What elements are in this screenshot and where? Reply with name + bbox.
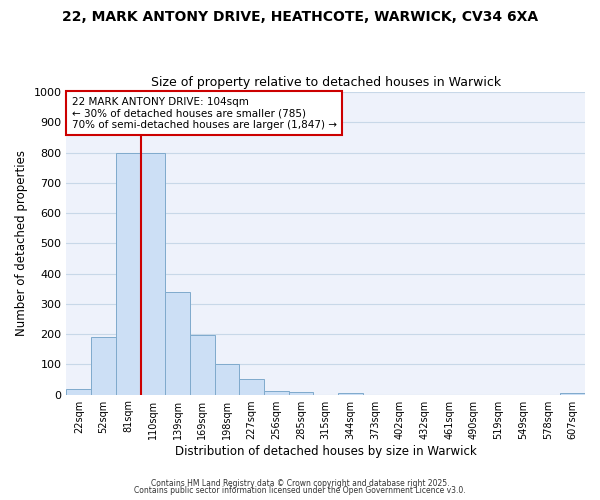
Y-axis label: Number of detached properties: Number of detached properties: [15, 150, 28, 336]
Text: 22 MARK ANTONY DRIVE: 104sqm
← 30% of detached houses are smaller (785)
70% of s: 22 MARK ANTONY DRIVE: 104sqm ← 30% of de…: [71, 96, 337, 130]
Bar: [215, 364, 239, 394]
Bar: [140, 152, 165, 394]
Title: Size of property relative to detached houses in Warwick: Size of property relative to detached ho…: [151, 76, 501, 90]
Bar: [560, 393, 585, 394]
Bar: [91, 337, 116, 394]
Text: Contains public sector information licensed under the Open Government Licence v3: Contains public sector information licen…: [134, 486, 466, 495]
Bar: [239, 380, 264, 394]
Bar: [264, 390, 289, 394]
Text: Contains HM Land Registry data © Crown copyright and database right 2025.: Contains HM Land Registry data © Crown c…: [151, 478, 449, 488]
Bar: [190, 335, 215, 394]
Text: 22, MARK ANTONY DRIVE, HEATHCOTE, WARWICK, CV34 6XA: 22, MARK ANTONY DRIVE, HEATHCOTE, WARWIC…: [62, 10, 538, 24]
Bar: [338, 393, 363, 394]
Bar: [67, 389, 91, 394]
Bar: [289, 392, 313, 394]
Bar: [165, 292, 190, 395]
Bar: [116, 152, 140, 394]
X-axis label: Distribution of detached houses by size in Warwick: Distribution of detached houses by size …: [175, 444, 476, 458]
